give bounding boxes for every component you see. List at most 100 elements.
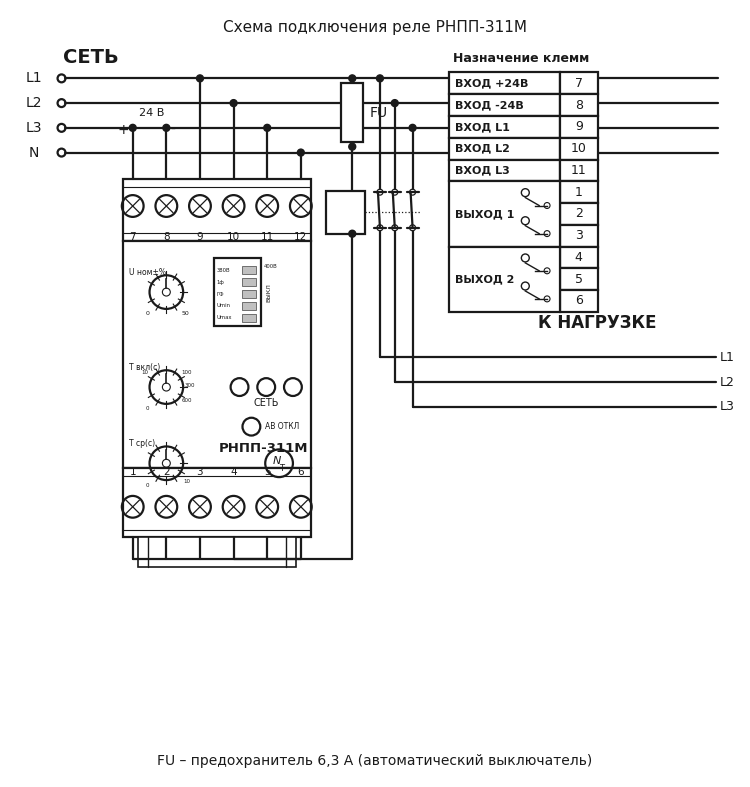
Text: 9: 9 (196, 231, 203, 242)
Bar (449, 160, 560, 181)
Bar (242, 290, 256, 298)
Text: 3: 3 (574, 229, 583, 242)
Bar (242, 279, 256, 286)
Text: ВЫХОД 2: ВЫХОД 2 (455, 274, 514, 284)
Text: 50: 50 (182, 312, 189, 316)
Circle shape (163, 124, 170, 131)
Bar (326, 191, 365, 234)
Text: FU – предохранитель 6,3 А (автоматический выключатель): FU – предохранитель 6,3 А (автоматически… (158, 754, 592, 768)
Circle shape (392, 100, 398, 106)
Text: 0: 0 (146, 312, 149, 316)
Bar (123, 468, 310, 538)
Text: 380В: 380В (217, 268, 230, 273)
Circle shape (196, 75, 203, 82)
Text: 2: 2 (574, 208, 583, 220)
Text: Umin: Umin (217, 304, 231, 309)
Text: 1: 1 (574, 186, 583, 198)
Text: 1ф: 1ф (217, 279, 224, 285)
Bar (449, 246, 560, 312)
Text: ВХОД L2: ВХОД L2 (455, 143, 510, 153)
Text: +: + (117, 123, 129, 137)
Text: ВЫКЛ: ВЫКЛ (267, 283, 272, 301)
Bar (560, 116, 598, 138)
Text: 300: 300 (184, 382, 195, 387)
Text: 6: 6 (574, 294, 583, 308)
Bar (449, 116, 560, 138)
Text: 100: 100 (181, 370, 191, 375)
Circle shape (230, 100, 237, 106)
Bar (449, 138, 560, 160)
Bar (560, 160, 598, 181)
Circle shape (349, 231, 355, 237)
Text: 1: 1 (130, 467, 136, 477)
Text: 8: 8 (163, 231, 170, 242)
Text: 400В: 400В (263, 264, 277, 269)
Text: 2: 2 (163, 467, 170, 477)
Text: 9: 9 (574, 120, 583, 133)
Text: T: T (280, 464, 284, 473)
Text: АВ ОТКЛ: АВ ОТКЛ (266, 422, 299, 431)
Text: 4: 4 (230, 467, 237, 477)
Text: 24 В: 24 В (139, 108, 164, 118)
Text: L2: L2 (26, 96, 42, 110)
Text: СЕТЬ: СЕТЬ (63, 48, 119, 67)
Text: СЕТЬ: СЕТЬ (254, 398, 279, 408)
Bar (449, 72, 560, 94)
Text: 7: 7 (574, 77, 583, 90)
Bar (123, 179, 310, 241)
Text: T вкл(с): T вкл(с) (129, 363, 160, 371)
Bar (214, 258, 261, 326)
Text: L1: L1 (26, 72, 42, 85)
Bar (560, 268, 598, 290)
Text: 5: 5 (574, 273, 583, 286)
Circle shape (409, 124, 416, 131)
Text: L3: L3 (720, 401, 735, 413)
Bar (560, 246, 598, 268)
Text: 0: 0 (146, 406, 149, 412)
Text: ВХОД L1: ВХОД L1 (455, 122, 510, 132)
Bar (560, 181, 598, 203)
Circle shape (349, 75, 355, 82)
Text: N: N (273, 456, 281, 466)
Text: 8: 8 (574, 98, 583, 112)
Bar (242, 266, 256, 275)
Text: -: - (170, 123, 176, 137)
Circle shape (349, 143, 355, 150)
Text: МП: МП (331, 205, 353, 220)
Bar (449, 181, 560, 246)
Circle shape (129, 124, 136, 131)
Text: 10: 10 (227, 231, 240, 242)
Bar (138, 538, 296, 567)
Circle shape (376, 75, 383, 82)
Text: 5: 5 (264, 467, 271, 477)
Text: 600: 600 (182, 398, 192, 404)
Text: 6: 6 (298, 467, 304, 477)
Bar (560, 72, 598, 94)
Text: U ном±%: U ном±% (129, 268, 166, 277)
Text: FU: FU (370, 105, 388, 120)
Text: 11: 11 (571, 164, 586, 177)
Text: 10: 10 (184, 478, 190, 483)
Text: К НАГРУЗКЕ: К НАГРУЗКЕ (538, 314, 657, 332)
Bar (449, 94, 560, 116)
Text: 4: 4 (574, 251, 583, 264)
Text: L1: L1 (720, 351, 735, 364)
Bar (242, 302, 256, 310)
Text: 3: 3 (196, 467, 203, 477)
Text: ВХОД +24В: ВХОД +24В (455, 79, 529, 88)
Text: 0: 0 (146, 482, 149, 487)
Text: 10: 10 (141, 370, 148, 375)
Bar (242, 314, 256, 322)
Bar (560, 225, 598, 246)
Text: N: N (28, 146, 39, 160)
Text: ВЫХОД 1: ВЫХОД 1 (455, 209, 514, 219)
Circle shape (297, 149, 304, 156)
Bar (560, 290, 598, 312)
Bar (560, 138, 598, 160)
Circle shape (264, 124, 271, 131)
Bar (123, 241, 310, 468)
Text: ГФ: ГФ (217, 291, 224, 297)
Text: 7: 7 (130, 231, 136, 242)
Text: Umax: Umax (217, 316, 232, 320)
Text: 12: 12 (294, 231, 307, 242)
